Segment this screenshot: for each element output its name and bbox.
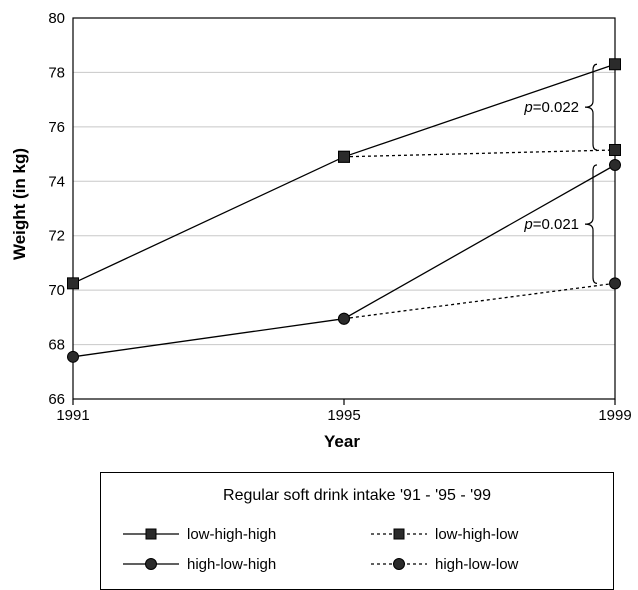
x-axis-label: Year — [324, 432, 360, 451]
marker-circle-high-low-high — [67, 350, 79, 363]
marker-square-low-high-low — [338, 150, 350, 163]
significance-brackets: p=0.022 p=0.021 — [523, 63, 598, 284]
legend: Regular soft drink intake '91 - '95 - '9… — [100, 472, 614, 590]
plot-frame — [72, 17, 616, 400]
y-axis-ticks: 66 68 70 72 74 76 78 80 — [48, 10, 65, 408]
y-tick-label: 68 — [48, 337, 65, 354]
p-value-label: p=0.022 — [523, 99, 579, 116]
legend-label: low-high-low — [435, 525, 519, 543]
marker-square-low-high-low — [609, 143, 621, 156]
legend-label: high-low-high — [187, 555, 277, 573]
y-tick-label: 80 — [48, 10, 65, 27]
y-tick-label: 66 — [48, 391, 65, 408]
legend-swatch-solid-square — [123, 528, 179, 540]
legend-swatch-solid-circle — [123, 558, 179, 570]
legend-item-low-high-low: low-high-low — [369, 523, 518, 545]
legend-item-high-low-high: high-low-high — [121, 553, 276, 575]
marker-circle-high-low-low — [609, 277, 621, 290]
x-tick-label: 1999 — [598, 407, 631, 424]
y-tick-label: 74 — [48, 173, 65, 190]
series-line-high-low-low — [343, 282, 616, 320]
y-tick-label: 78 — [48, 64, 65, 81]
grid-lines — [73, 71, 615, 346]
x-tick-label: 1991 — [56, 407, 89, 424]
series-markers — [67, 58, 621, 363]
series-line-low-high-high — [72, 63, 616, 284]
y-tick-label: 76 — [48, 119, 65, 136]
marker-circle-high-low-low — [338, 312, 350, 325]
legend-item-high-low-low: high-low-low — [369, 553, 518, 575]
y-tick-label: 70 — [48, 282, 65, 299]
x-tick-label: 1995 — [327, 407, 360, 424]
series-line-high-low-high — [72, 164, 616, 358]
legend-swatch-dashed-circle — [371, 558, 427, 570]
p-value-label: p=0.021 — [523, 216, 579, 233]
marker-circle-high-low-high — [609, 158, 621, 171]
plot-border — [72, 17, 616, 400]
legend-label: low-high-high — [187, 525, 277, 543]
marker-square-low-high-high — [609, 58, 621, 71]
legend-label: high-low-low — [435, 555, 519, 573]
marker-square-low-high-high — [67, 277, 79, 290]
series-line-low-high-low — [343, 149, 616, 158]
legend-swatch-dashed-square — [371, 528, 427, 540]
legend-item-low-high-high: low-high-high — [121, 523, 276, 545]
x-axis-ticks: 1991 1995 1999 — [56, 399, 632, 424]
significance-bracket — [584, 164, 598, 284]
legend-title: Regular soft drink intake '91 - '95 - '9… — [223, 487, 491, 504]
significance-bracket — [584, 63, 598, 151]
y-axis-label: Weight (in kg) — [10, 148, 29, 260]
y-tick-label: 72 — [48, 228, 65, 245]
